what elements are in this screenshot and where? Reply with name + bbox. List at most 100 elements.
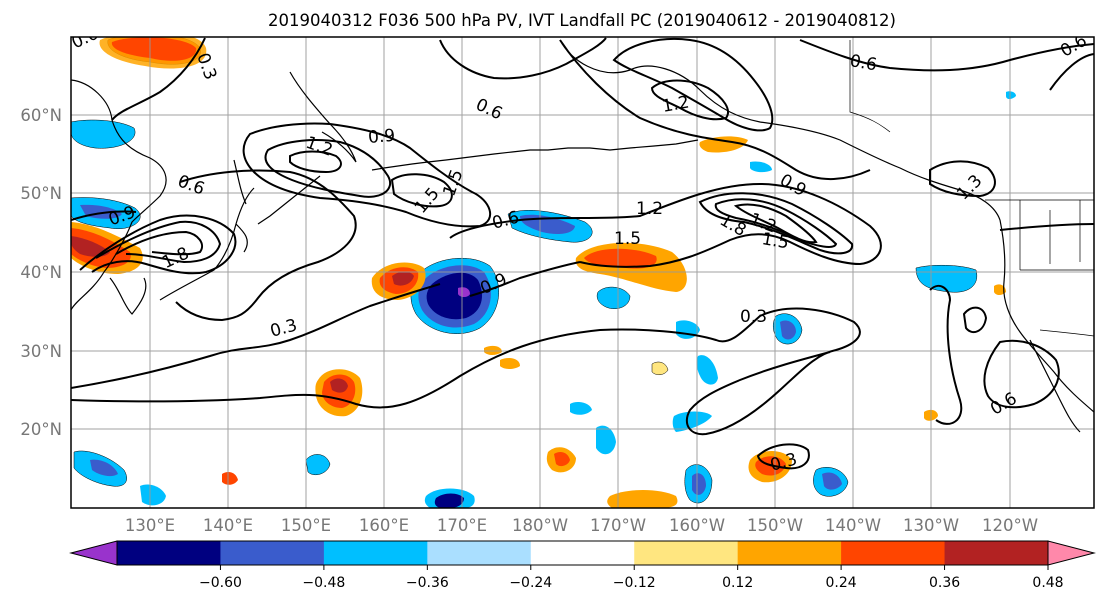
lon-tick-label: 140°W bbox=[825, 516, 881, 535]
shade-positive bbox=[484, 345, 502, 355]
shade-negative bbox=[696, 355, 718, 385]
colorbar-extend-right bbox=[1047, 540, 1096, 566]
shade-positive bbox=[994, 284, 1006, 295]
lon-tick-label: 170°W bbox=[590, 516, 646, 535]
lon-tick-label: 120°W bbox=[982, 516, 1038, 535]
shade-negative bbox=[672, 411, 712, 432]
shade-positive bbox=[222, 472, 238, 485]
border-states bbox=[1019, 200, 1094, 271]
colorbar-tick-label: 0.48 bbox=[1032, 575, 1063, 591]
contour-label: 0.3 bbox=[740, 307, 767, 327]
shade-positive bbox=[330, 378, 348, 393]
contour-label: 1.5 bbox=[760, 229, 790, 253]
shade-positive bbox=[651, 361, 669, 375]
colorbar-cell bbox=[530, 541, 635, 565]
contour-line bbox=[799, 39, 1094, 72]
lon-tick-label: 160°E bbox=[359, 516, 409, 535]
lon-tick-label: 150°E bbox=[281, 516, 331, 535]
shade-negative bbox=[1006, 91, 1016, 99]
shade-negative bbox=[750, 161, 772, 173]
coastline-korea bbox=[109, 277, 147, 315]
colorbar-cell bbox=[841, 541, 946, 565]
colorbar-tick-label: −0.12 bbox=[613, 575, 656, 591]
shade-negative bbox=[305, 454, 331, 475]
contour-line bbox=[79, 214, 237, 275]
contour-line bbox=[1049, 53, 1094, 91]
coastline-baja bbox=[1029, 339, 1081, 433]
lon-axis: 130°E 140°E 150°E 160°E 170°E 180°W 170°… bbox=[125, 516, 1038, 535]
border-us-mexico bbox=[1039, 329, 1094, 337]
contour-label: 1.5 bbox=[614, 229, 641, 249]
contour-line bbox=[390, 173, 453, 208]
lon-tick-label: 140°E bbox=[203, 516, 253, 535]
shade-negative bbox=[570, 402, 592, 415]
contour-line bbox=[71, 307, 861, 436]
shade-positive bbox=[500, 358, 520, 369]
shade-negative bbox=[434, 493, 464, 508]
contour-line bbox=[115, 230, 204, 256]
figure-title: 2019040312 F036 500 hPa PV, IVT Landfall… bbox=[268, 11, 896, 30]
contour-line bbox=[71, 283, 441, 389]
coastline-japan bbox=[159, 187, 255, 301]
shade-negative bbox=[596, 425, 616, 455]
colorbar-cell bbox=[220, 541, 325, 565]
contour-line bbox=[264, 139, 391, 198]
lat-tick-label: 20°N bbox=[20, 420, 62, 439]
contour-line bbox=[929, 284, 963, 425]
contour-label: 1.2 bbox=[661, 93, 691, 117]
lat-tick-label: 60°N bbox=[20, 106, 62, 125]
colorbar: −0.60 −0.48 −0.36 −0.24 −0.12 0.12 0.24 0.36 0.4… bbox=[69, 540, 1096, 591]
border-alaska-canada bbox=[849, 40, 891, 133]
colorbar-cells bbox=[117, 541, 1049, 565]
contour-line bbox=[559, 39, 871, 181]
shade-positive bbox=[584, 248, 657, 269]
contour-line bbox=[929, 160, 996, 198]
lat-axis: 60°N 50°N 40°N 30°N 20°N bbox=[20, 106, 62, 439]
shade-positive bbox=[392, 271, 414, 286]
coastline-kurils bbox=[257, 175, 321, 225]
shade-negative bbox=[692, 473, 706, 495]
shade-negative bbox=[822, 472, 842, 490]
contour-line bbox=[469, 261, 581, 297]
coastline-kamchatka bbox=[289, 71, 357, 163]
contour-line bbox=[175, 169, 357, 322]
contour-label: 0.6 bbox=[848, 51, 878, 75]
lon-tick-label: 150°W bbox=[747, 516, 803, 535]
map-panel: 0.6 0.3 0.9 1.2 1.5 0.6 0.9 1.5 1.8 0.3 … bbox=[70, 36, 1095, 509]
contour-line bbox=[999, 223, 1094, 231]
contour-line bbox=[289, 150, 342, 174]
shade-positive bbox=[699, 136, 748, 153]
contour-line bbox=[449, 182, 882, 268]
colorbar-ticks: −0.60 −0.48 −0.36 −0.24 −0.12 0.12 0.24 0.36 0.4… bbox=[199, 565, 1064, 591]
lat-tick-label: 30°N bbox=[20, 342, 62, 361]
coastline-aleutians bbox=[371, 139, 699, 171]
shade-negative-core bbox=[426, 272, 482, 320]
shade-negative bbox=[140, 484, 166, 506]
contour-line bbox=[983, 339, 1060, 409]
contour-line bbox=[756, 443, 810, 470]
lon-tick-label: 160°W bbox=[669, 516, 725, 535]
shade-negative bbox=[90, 459, 118, 477]
contour-label: 1.2 bbox=[636, 199, 663, 219]
country-borders bbox=[849, 40, 1094, 337]
colorbar-cell bbox=[944, 541, 1049, 565]
pv-contours bbox=[71, 37, 1094, 470]
lon-tick-label: 130°W bbox=[903, 516, 959, 535]
contour-line bbox=[714, 198, 838, 248]
colorbar-extend-left bbox=[69, 540, 118, 566]
lat-tick-label: 40°N bbox=[20, 263, 62, 282]
colorbar-cell bbox=[427, 541, 532, 565]
colorbar-tick-label: −0.48 bbox=[302, 575, 345, 591]
colorbar-cell bbox=[737, 541, 842, 565]
map-border bbox=[70, 36, 1095, 509]
contour-line bbox=[71, 210, 137, 221]
contour-line bbox=[111, 37, 206, 121]
colorbar-tick-label: −0.36 bbox=[406, 575, 449, 591]
lon-tick-label: 170°E bbox=[437, 516, 487, 535]
shade-positive bbox=[554, 452, 570, 467]
shade-negative-core bbox=[458, 287, 470, 297]
colorbar-tick-label: −0.60 bbox=[199, 575, 242, 591]
colorbar-cell bbox=[634, 541, 739, 565]
contour-line bbox=[95, 220, 222, 264]
